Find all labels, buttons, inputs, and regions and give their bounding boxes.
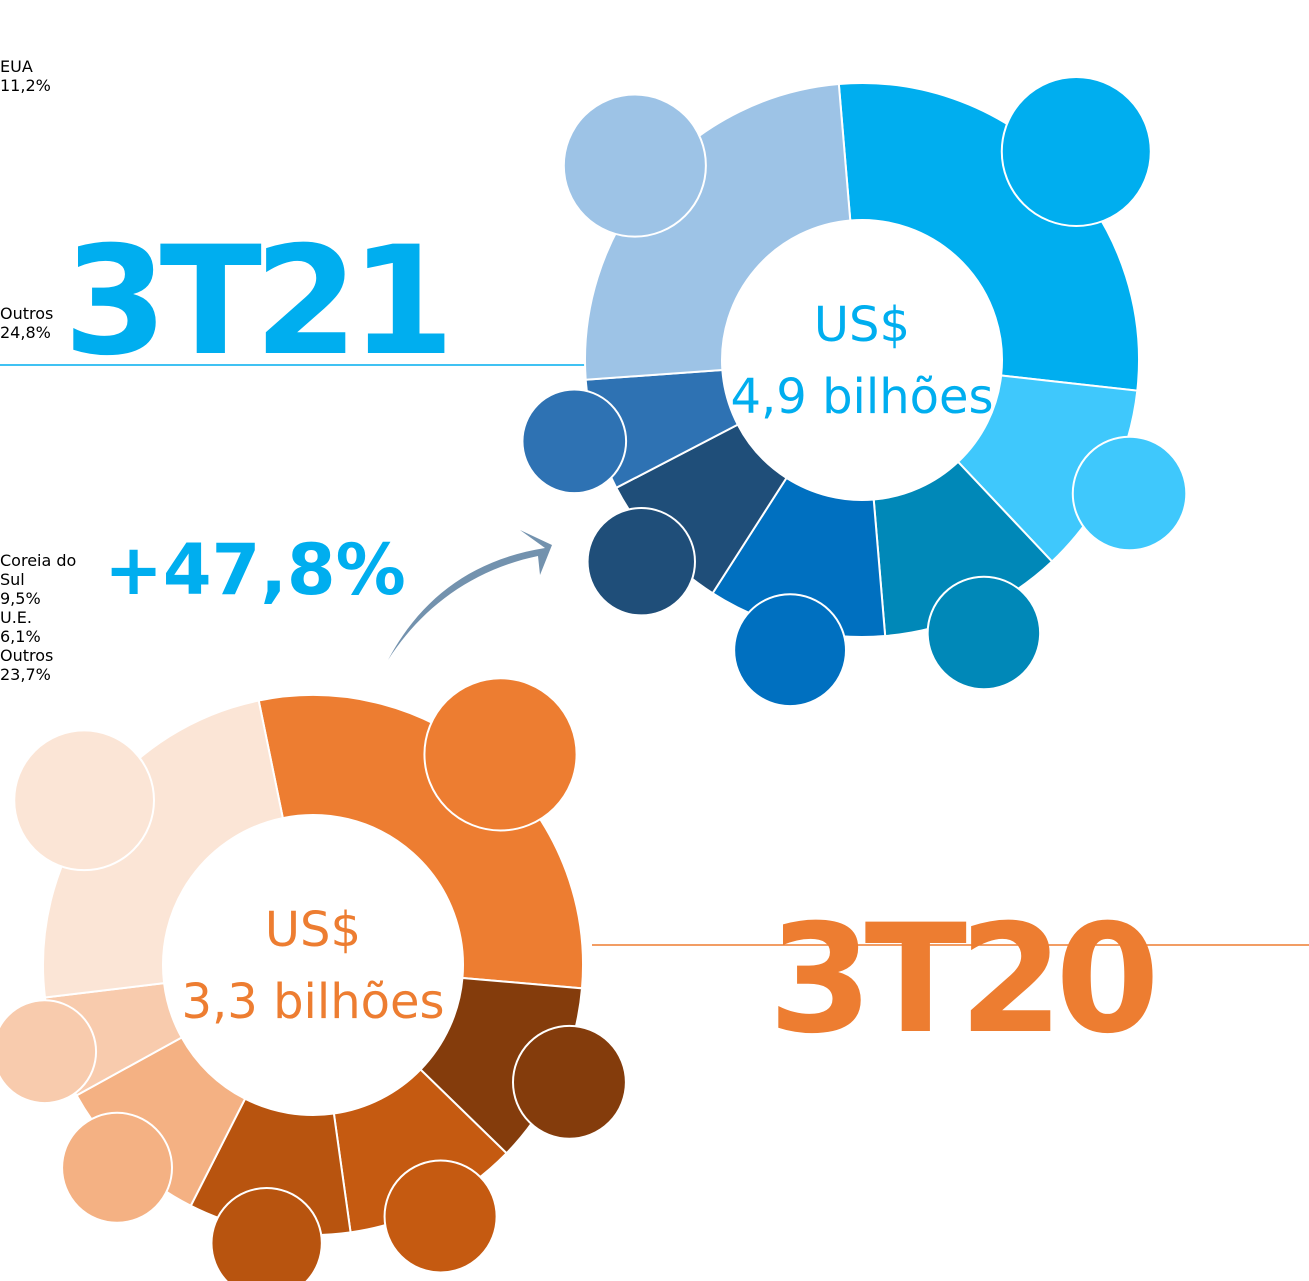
label-bubble: [1073, 437, 1187, 551]
center-label: US$: [265, 902, 361, 958]
infographic: +47,8% 3T21 US$ 4,9 bilhões 3T20 US$ 3,3 bilh…: [0, 0, 1309, 1281]
growth-arrow: [388, 530, 552, 660]
growth-label: +47,8%: [104, 529, 406, 611]
label-bubble: [14, 730, 154, 870]
label-bubble: [1002, 77, 1151, 226]
center-label: 3,3 bilhões: [181, 974, 444, 1030]
chart-title: 3T20: [768, 893, 1153, 1067]
label-bubble: [564, 95, 706, 237]
center-label: 4,9 bilhões: [730, 369, 993, 425]
center-label: US$: [814, 297, 910, 353]
chart-title: 3T21: [63, 215, 446, 389]
label-bubble: [513, 1026, 626, 1139]
label-bubble: [734, 594, 846, 706]
chart: +47,8% 3T21 US$ 4,9 bilhões 3T20 US$ 3,3 bilh…: [0, 0, 1309, 1281]
label-bubble: [424, 678, 576, 830]
label-bubble: [522, 389, 626, 493]
label-bubble: [0, 1000, 96, 1103]
label-bubble: [62, 1113, 172, 1223]
donut-hole: [722, 220, 1002, 500]
label-bubble: [385, 1160, 497, 1272]
donut-hole: [163, 815, 463, 1115]
label-bubble: [928, 577, 1040, 689]
label-bubble: [588, 508, 695, 615]
